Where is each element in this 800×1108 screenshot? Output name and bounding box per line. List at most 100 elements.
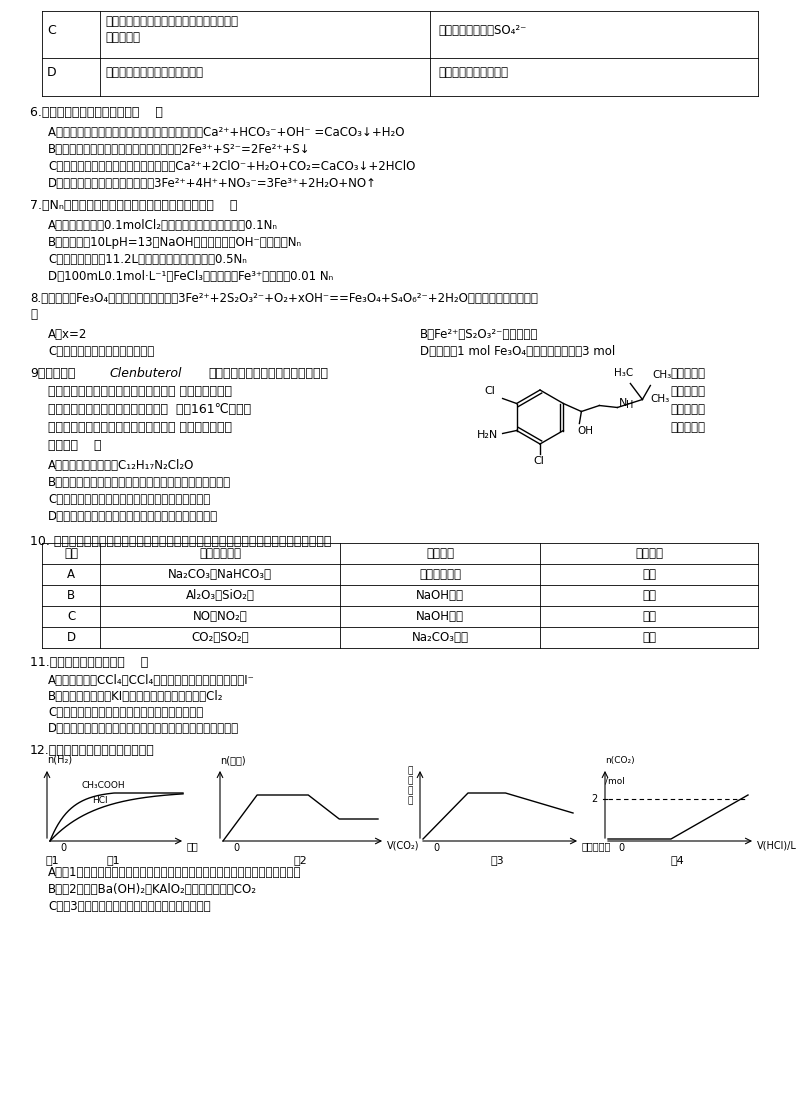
Text: 7.设Nₙ为阿伏伽德罗常数的值，下列说法正确的是（    ）: 7.设Nₙ为阿伏伽德罗常数的值，下列说法正确的是（ ）: [30, 199, 238, 212]
Text: 0: 0: [60, 843, 66, 853]
Text: A．x=2: A．x=2: [48, 328, 87, 341]
Text: 10. 为除去下列各混合物中的杂质（括号内为杂质），所加试剂和采用的方法均正确的是: 10. 为除去下列各混合物中的杂质（括号内为杂质），所加试剂和采用的方法均正确的…: [30, 535, 331, 548]
Text: D．每生成1 mol Fe₃O₄，则转移电子数为3 mol: D．每生成1 mol Fe₃O₄，则转移电子数为3 mol: [420, 345, 615, 358]
Text: B: B: [67, 589, 75, 602]
Text: n(沉淀): n(沉淀): [220, 755, 246, 765]
Text: NaOH溶液: NaOH溶液: [416, 589, 464, 602]
Text: 洗气: 洗气: [642, 630, 656, 644]
Text: D．100mL0.1mol·L⁻¹的FeCl₃溶液中含有Fe³⁺的个数为0.01 Nₙ: D．100mL0.1mol·L⁻¹的FeCl₃溶液中含有Fe³⁺的个数为0.01…: [48, 270, 334, 283]
Text: C．标准状况下，11.2L己烷中含有分子的数目为0.5Nₙ: C．标准状况下，11.2L己烷中含有分子的数目为0.5Nₙ: [48, 253, 247, 266]
Text: C: C: [67, 611, 75, 623]
Text: 微溶于丙酮，不溶于乙醚。其结构如图 所示，对于瘦肉: 微溶于丙酮，不溶于乙醚。其结构如图 所示，对于瘦肉: [48, 421, 232, 434]
Text: NO（NO₂）: NO（NO₂）: [193, 611, 247, 623]
Text: Na₂CO₃（NaHCO₃）: Na₂CO₃（NaHCO₃）: [168, 568, 272, 581]
Text: Clenbuterol: Clenbuterol: [109, 367, 182, 380]
Text: 危险的副作: 危险的副作: [670, 367, 705, 380]
Text: 色沉淀生成: 色沉淀生成: [105, 31, 140, 44]
Text: B．Fe²⁺、S₂O₃²⁻都是还原剂: B．Fe²⁺、S₂O₃²⁻都是还原剂: [420, 328, 538, 341]
Text: 时间: 时间: [187, 841, 198, 851]
Text: A．向碳酸氢钙溶液中加入过量的氢氧化钠溶液：Ca²⁺+HCO₃⁻+OH⁻ =CaCO₃↓+H₂O: A．向碳酸氢钙溶液中加入过量的氢氧化钠溶液：Ca²⁺+HCO₃⁻+OH⁻ =Ca…: [48, 126, 405, 138]
Text: A．某溶液加入CCl₄，CCl₄层显紫色，证明原溶液中存在I⁻: A．某溶液加入CCl₄，CCl₄层显紫色，证明原溶液中存在I⁻: [48, 674, 255, 687]
Text: Cl: Cl: [485, 386, 495, 396]
Text: n(CO₂): n(CO₂): [605, 756, 634, 765]
Text: 所加试剂: 所加试剂: [426, 547, 454, 560]
Text: 8.水热法制备Fe₃O₄纳米颗粒的总反应为：3Fe²⁺+2S₂O₃²⁻+O₂+xOH⁻==Fe₃O₄+S₄O₆²⁻+2H₂O，下列说法正确的是（: 8.水热法制备Fe₃O₄纳米颗粒的总反应为：3Fe²⁺+2S₂O₃²⁻+O₂+x…: [30, 293, 538, 305]
Text: C．能用乙醚等有机溶剂将瘦肉精从水溶液中萃取出: C．能用乙醚等有机溶剂将瘦肉精从水溶液中萃取出: [48, 493, 210, 506]
Text: V(HCl)/L: V(HCl)/L: [757, 841, 797, 851]
Text: B．将少量氯化铁溶液滴入硫化钠溶液中：2Fe³⁺+S²⁻=2Fe²⁺+S↓: B．将少量氯化铁溶液滴入硫化钠溶液中：2Fe³⁺+S²⁻=2Fe²⁺+S↓: [48, 143, 310, 156]
Text: A: A: [67, 568, 75, 581]
Text: 向盐酸中加入浓硫酸时产生白雾: 向盐酸中加入浓硫酸时产生白雾: [105, 66, 203, 80]
Text: B．图2表示向Ba(OH)₂、KAlO₂混合溶液中通入CO₂: B．图2表示向Ba(OH)₂、KAlO₂混合溶液中通入CO₂: [48, 883, 257, 896]
Text: HCl: HCl: [92, 796, 108, 806]
Text: 选项: 选项: [64, 547, 78, 560]
Text: ）是一种非常廉价的药品，但它有很: ）是一种非常廉价的药品，但它有很: [208, 367, 328, 380]
Text: V(CO₂): V(CO₂): [387, 841, 419, 851]
Text: A．图1表示向等体积、等物质的量浓度的盐酸和醋酸溶液中，分别加入足量镁粉: A．图1表示向等体积、等物质的量浓度的盐酸和醋酸溶液中，分别加入足量镁粉: [48, 866, 302, 879]
Text: Na₂CO₃溶液: Na₂CO₃溶液: [411, 630, 469, 644]
Text: 肉精是白色: 肉精是白色: [670, 384, 705, 398]
Text: C．液溴易挥发，在存放液溴的试剂瓶中应加水封: C．液溴易挥发，在存放液溴的试剂瓶中应加水封: [48, 706, 203, 719]
Text: 0: 0: [233, 843, 239, 853]
Text: 主要操作: 主要操作: [635, 547, 663, 560]
Text: D: D: [47, 66, 57, 80]
Text: 导: 导: [408, 766, 413, 774]
Text: 图3: 图3: [490, 855, 504, 865]
Text: D: D: [66, 630, 75, 644]
Text: CH₃COOH: CH₃COOH: [82, 781, 126, 790]
Text: 0: 0: [618, 843, 624, 853]
Text: D．硝酸亚铁溶液中要加入稀硝酸抑制水解，防止溶液变浑浊: D．硝酸亚铁溶液中要加入稀硝酸抑制水解，防止溶液变浑浊: [48, 722, 239, 735]
Text: Cl: Cl: [533, 456, 544, 466]
Text: Al₂O₃（SiO₂）: Al₂O₃（SiO₂）: [186, 589, 254, 602]
Text: H₃C: H₃C: [614, 368, 634, 378]
Text: CH₃: CH₃: [652, 369, 672, 380]
Text: 洗气: 洗气: [642, 611, 656, 623]
Text: C．硫元素被氧化，铁元素被还原: C．硫元素被氧化，铁元素被还原: [48, 345, 154, 358]
Text: 9、瘦肉精（: 9、瘦肉精（: [30, 367, 75, 380]
Text: B．瘦肉精既含有氨基又含有羟基，因此是一种两性化合物: B．瘦肉精既含有氨基又含有羟基，因此是一种两性化合物: [48, 476, 231, 489]
Text: A．瘦肉精的化学式：C₁₂H₁₇N₂Cl₂O: A．瘦肉精的化学式：C₁₂H₁₇N₂Cl₂O: [48, 459, 194, 472]
Text: 过滤: 过滤: [642, 589, 656, 602]
Text: D．一定条件下瘦肉精能发生取代、加成、水解等反应: D．一定条件下瘦肉精能发生取代、加成、水解等反应: [48, 510, 218, 523]
Text: C．图3表示表示向盐酸和醋酸混合溶液中滴加氨水: C．图3表示表示向盐酸和醋酸混合溶液中滴加氨水: [48, 900, 210, 913]
Text: 2: 2: [592, 794, 598, 804]
Text: C．次氯酸钙溶液中通入过量二氧化碳：Ca²⁺+2ClO⁻+H₂O+CO₂=CaCO₃↓+2HClO: C．次氯酸钙溶液中通入过量二氧化碳：Ca²⁺+2ClO⁻+H₂O+CO₂=CaC…: [48, 160, 415, 173]
Text: NaOH溶液: NaOH溶液: [416, 611, 464, 623]
Text: 用，轻则导致心律不整，严重一点就会 导致心脏病。瘦: 用，轻则导致心律不整，严重一点就会 导致心脏病。瘦: [48, 384, 232, 398]
Text: 或类白色的结晶粉末，无臭、味苦，  熔点161℃，溶于: 或类白色的结晶粉末，无臭、味苦， 熔点161℃，溶于: [48, 403, 251, 416]
Text: 电: 电: [408, 776, 413, 784]
Text: B．常温下，10LpH=13的NaOH溶液中含有的OH⁻离子数为Nₙ: B．常温下，10LpH=13的NaOH溶液中含有的OH⁻离子数为Nₙ: [48, 236, 302, 249]
Text: 6.下列离子方程式书写正确是（    ）: 6.下列离子方程式书写正确是（ ）: [30, 106, 163, 119]
Text: 能: 能: [408, 786, 413, 796]
Text: 需除杂的物质: 需除杂的物质: [199, 547, 241, 560]
Text: 精的说法正: 精的说法正: [670, 421, 705, 434]
Text: n(H₂): n(H₂): [47, 755, 72, 765]
Text: 某溶液中加入硝酸酸化的氯化钡溶液，有白: 某溶液中加入硝酸酸化的氯化钡溶液，有白: [105, 16, 238, 28]
Text: 图2: 图2: [293, 855, 307, 865]
Text: CO₂（SO₂）: CO₂（SO₂）: [191, 630, 249, 644]
Text: 确的是（    ）: 确的是（ ）: [48, 439, 102, 452]
Text: D．氯化亚铁溶液中加入稀硝酸：3Fe²⁺+4H⁺+NO₃⁻=3Fe³⁺+2H₂O+NO↑: D．氯化亚铁溶液中加入稀硝酸：3Fe²⁺+4H⁺+NO₃⁻=3Fe³⁺+2H₂O…: [48, 177, 377, 189]
Text: 氨水的体积: 氨水的体积: [582, 841, 611, 851]
Text: 不加任何试剂: 不加任何试剂: [419, 568, 461, 581]
Text: C: C: [47, 24, 56, 37]
Text: 图4: 图4: [670, 855, 684, 865]
Text: OH: OH: [578, 425, 594, 435]
Text: 0: 0: [433, 843, 439, 853]
Text: 12.下列图示与对应的叙述相符的是: 12.下列图示与对应的叙述相符的是: [30, 743, 154, 757]
Text: H₂N: H₂N: [477, 431, 498, 441]
Text: A．标准状况下，0.1molCl₂溶于水，转移的电子数目为0.1Nₙ: A．标准状况下，0.1molCl₂溶于水，转移的电子数目为0.1Nₙ: [48, 219, 278, 232]
Text: ）: ）: [30, 308, 37, 321]
Text: /mol: /mol: [605, 776, 625, 784]
Text: 11.下列叙述中正确的是（    ）: 11.下列叙述中正确的是（ ）: [30, 656, 148, 669]
Text: 图1: 图1: [45, 855, 59, 865]
Text: 加热: 加热: [642, 568, 656, 581]
Text: 水、乙醇，: 水、乙醇，: [670, 403, 705, 416]
Text: CH₃: CH₃: [650, 394, 670, 404]
Text: 说明浓硫酸具有脱水性: 说明浓硫酸具有脱水性: [438, 66, 508, 80]
Text: 图1: 图1: [106, 855, 120, 865]
Text: 力: 力: [408, 796, 413, 806]
Text: 说明该溶液中含有SO₄²⁻: 说明该溶液中含有SO₄²⁻: [438, 24, 526, 37]
Text: H: H: [626, 400, 634, 410]
Text: N: N: [618, 398, 626, 408]
